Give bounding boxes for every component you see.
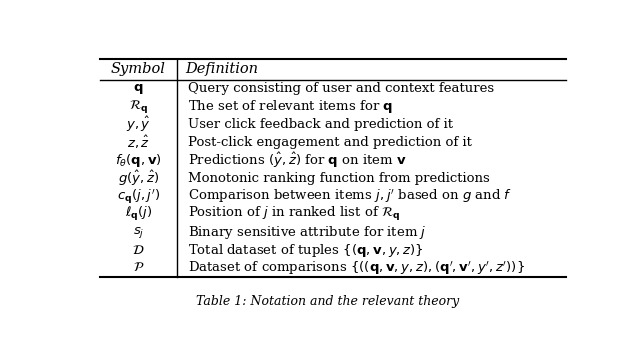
Text: $y, \hat{y}$: $y, \hat{y}$ [126, 115, 151, 134]
Text: Table 1: Notation and the relevant theory: Table 1: Notation and the relevant theor… [196, 295, 460, 308]
Text: The set of relevant items for $\mathbf{q}$: The set of relevant items for $\mathbf{q… [188, 98, 393, 115]
Text: $\mathcal{D}$: $\mathcal{D}$ [132, 244, 145, 257]
Text: Position of $j$ in ranked list of $\mathcal{R}_{\mathbf{q}}$: Position of $j$ in ranked list of $\math… [188, 205, 400, 223]
Text: $\mathbf{q}$: $\mathbf{q}$ [133, 82, 143, 96]
Text: $\mathcal{R}_{\mathbf{q}}$: $\mathcal{R}_{\mathbf{q}}$ [129, 98, 148, 115]
Text: Monotonic ranking function from predictions: Monotonic ranking function from predicti… [188, 172, 490, 185]
Text: $c_{\mathbf{q}}(j, j^{\prime})$: $c_{\mathbf{q}}(j, j^{\prime})$ [116, 187, 160, 206]
Text: $g(\hat{y}, \hat{z})$: $g(\hat{y}, \hat{z})$ [118, 169, 159, 188]
Text: Post-click engagement and prediction of it: Post-click engagement and prediction of … [188, 136, 472, 149]
Text: User click feedback and prediction of it: User click feedback and prediction of it [188, 118, 452, 131]
Text: $\mathcal{P}$: $\mathcal{P}$ [132, 262, 144, 274]
Text: $z, \hat{z}$: $z, \hat{z}$ [127, 134, 150, 151]
Text: Binary sensitive attribute for item $j$: Binary sensitive attribute for item $j$ [188, 224, 426, 241]
Text: Comparison between items $j, j^{\prime}$ based on $g$ and $f$: Comparison between items $j, j^{\prime}$… [188, 188, 512, 205]
Text: $s_j$: $s_j$ [132, 224, 144, 240]
Text: Predictions $(\hat{y}, \hat{z})$ for $\mathbf{q}$ on item $\mathbf{v}$: Predictions $(\hat{y}, \hat{z})$ for $\m… [188, 151, 406, 170]
Text: Definition: Definition [186, 62, 259, 76]
Text: Dataset of comparisons $\{((\mathbf{q}, \mathbf{v}, y, z), (\mathbf{q}^{\prime},: Dataset of comparisons $\{((\mathbf{q}, … [188, 259, 525, 277]
Text: Symbol: Symbol [111, 62, 166, 76]
Text: Query consisting of user and context features: Query consisting of user and context fea… [188, 82, 493, 95]
Text: Total dataset of tuples $\{(\mathbf{q}, \mathbf{v}, y, z)\}$: Total dataset of tuples $\{(\mathbf{q}, … [188, 241, 424, 258]
Text: $f_{\theta}(\mathbf{q}, \mathbf{v})$: $f_{\theta}(\mathbf{q}, \mathbf{v})$ [115, 152, 162, 169]
Text: $\ell_{\mathbf{q}}(j)$: $\ell_{\mathbf{q}}(j)$ [125, 205, 152, 223]
